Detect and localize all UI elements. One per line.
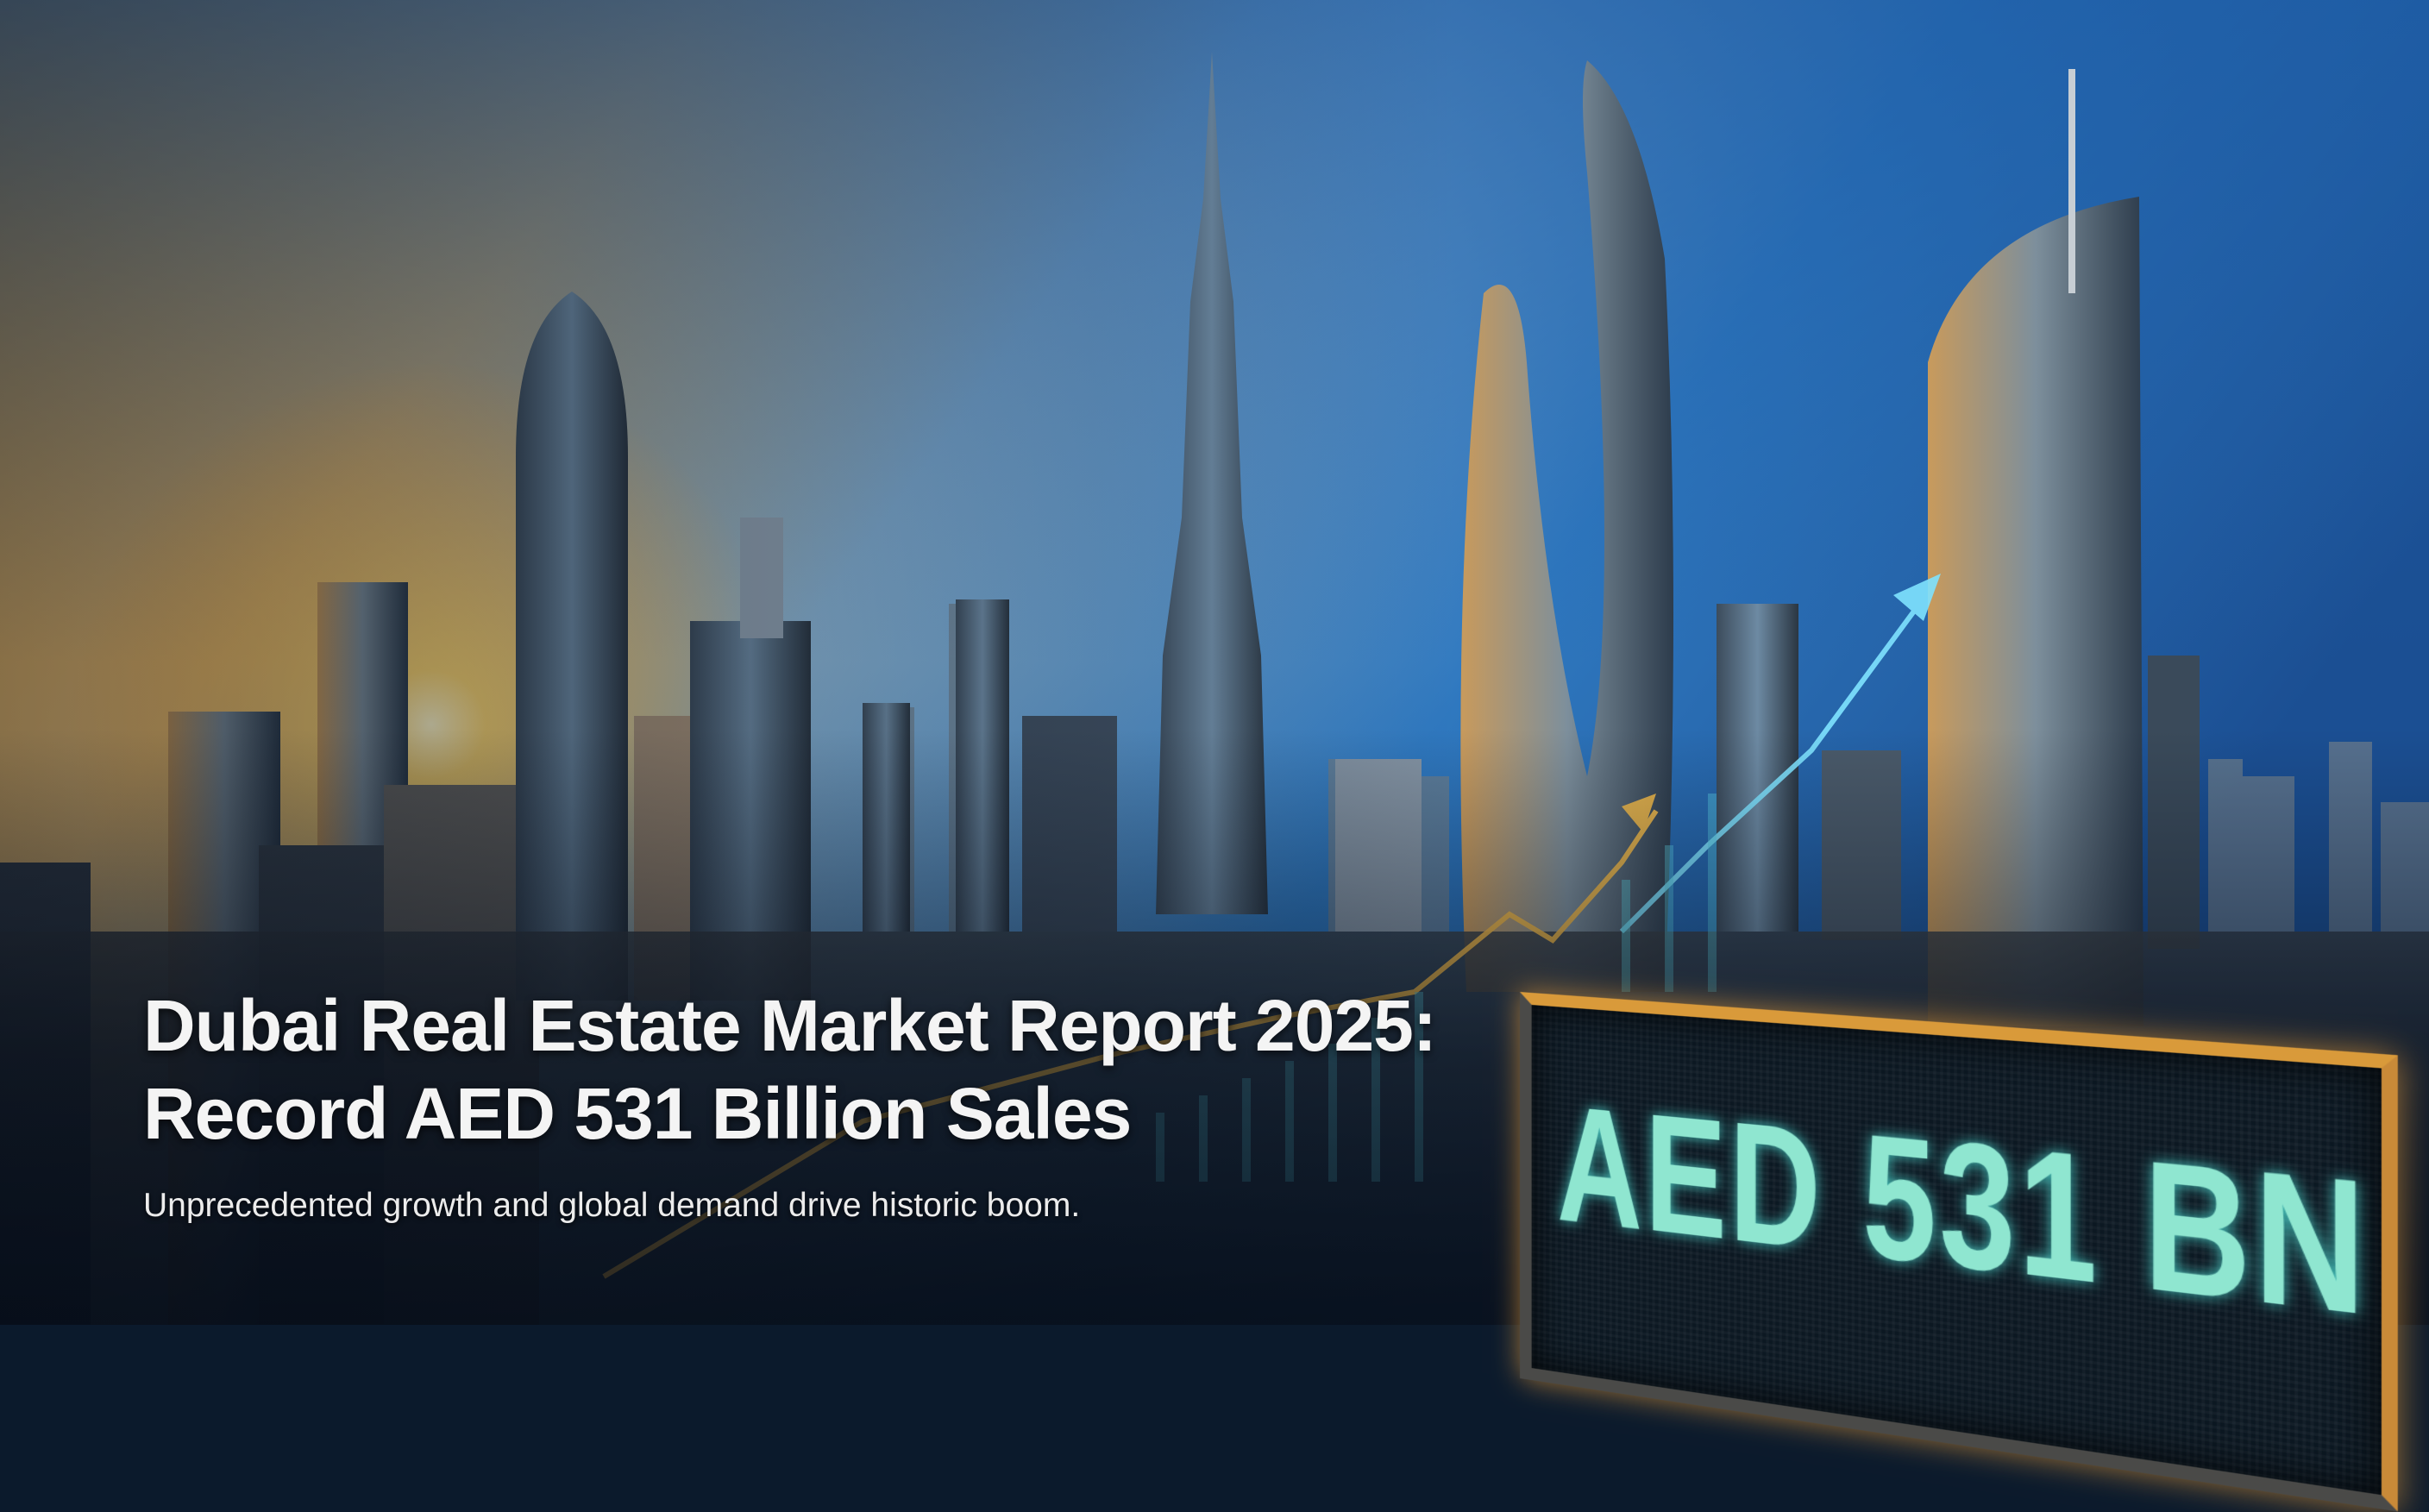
led-billboard: AED 531 BN <box>1520 992 2398 1512</box>
billboard-text: AED 531 BN <box>1557 1070 2369 1357</box>
page-title: Dubai Real Estate Market Report 2025: Re… <box>143 982 1437 1158</box>
title-line-1: Dubai Real Estate Market Report 2025: <box>143 985 1437 1066</box>
subtitle: Unprecedented growth and global demand d… <box>143 1187 1081 1224</box>
title-line-2: Record AED 531 Billion Sales <box>143 1073 1132 1154</box>
